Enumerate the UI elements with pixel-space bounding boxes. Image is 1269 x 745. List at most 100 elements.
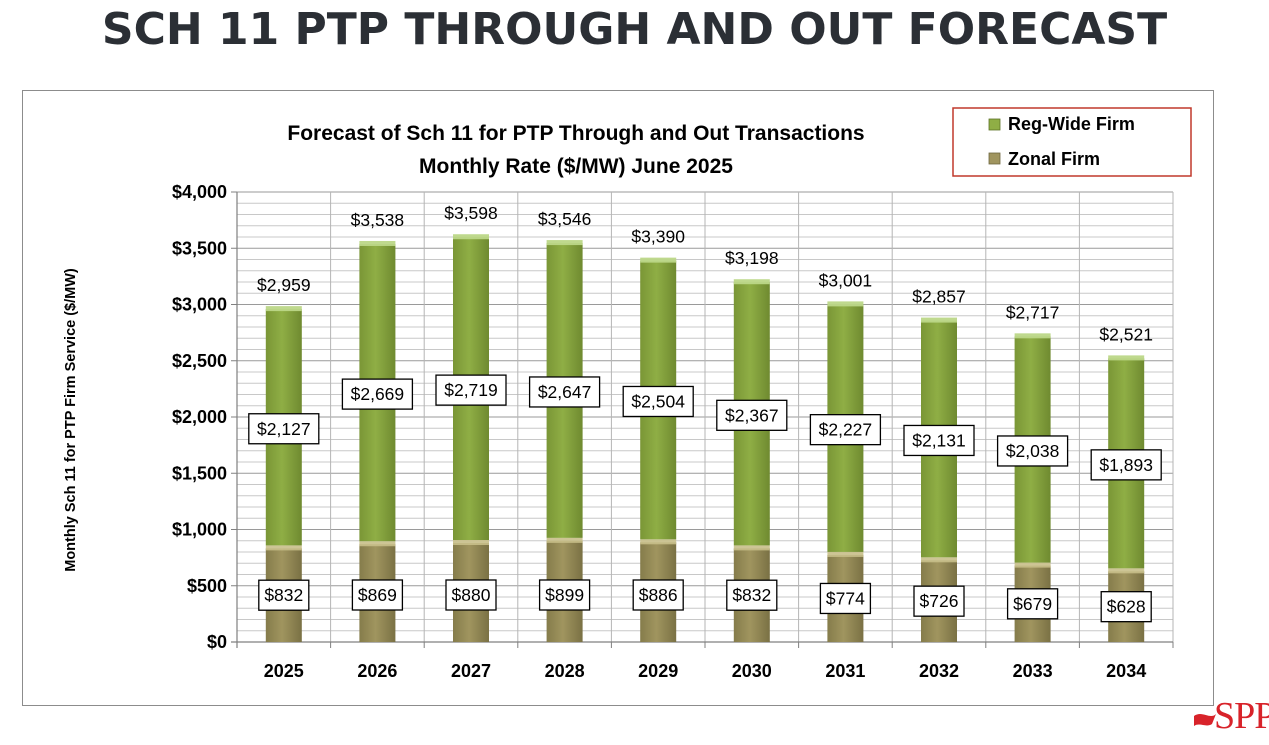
bar-reg-wide-cap — [640, 257, 677, 263]
reg-wide-label-box — [341, 378, 414, 410]
reg-wide-label-box — [1090, 449, 1162, 481]
zonal-label-box — [913, 585, 965, 617]
y-tick-label: $4,000 — [172, 182, 227, 202]
reg-wide-label-box — [248, 413, 320, 445]
reg-wide-label-box — [622, 385, 694, 418]
x-tick-label: 2026 — [357, 661, 397, 681]
y-tick-label: $500 — [187, 576, 227, 596]
bar-zonal-cap — [359, 541, 396, 547]
legend-label-zonal: Zonal Firm — [1008, 149, 1100, 169]
y-tick-label: $3,500 — [172, 238, 227, 258]
zonal-label: $679 — [1013, 594, 1052, 614]
legend: Reg-Wide Firm Zonal Firm — [952, 107, 1192, 177]
bar-zonal-cap — [827, 551, 864, 557]
zonal-label: $628 — [1107, 597, 1146, 617]
legend-swatch-zonal — [988, 152, 1001, 165]
slide-title: SCH 11 PTP THROUGH AND OUT FORECAST — [101, 4, 1168, 55]
total-label: $3,598 — [444, 203, 498, 223]
x-tick-label: 2028 — [545, 661, 585, 681]
chart-subtitle: Monthly Rate ($/MW) June 2025 — [419, 155, 733, 178]
y-tick-label: $1,000 — [172, 520, 227, 540]
chart-title: Forecast of Sch 11 for PTP Through and O… — [287, 122, 864, 145]
bar-zonal-cap — [453, 540, 489, 545]
zonal-label: $832 — [732, 585, 771, 605]
total-label: $2,857 — [912, 287, 966, 307]
x-tick-label: 2027 — [451, 661, 491, 681]
bar-reg-wide-cap — [453, 234, 489, 240]
bar-reg-wide-cap — [1014, 333, 1051, 339]
zonal-label: $886 — [639, 585, 678, 605]
zonal-label-box — [538, 579, 591, 611]
zonal-label: $899 — [545, 585, 584, 605]
zonal-label-box — [1100, 591, 1152, 623]
reg-wide-label: $2,227 — [819, 420, 873, 440]
total-label: $3,546 — [538, 209, 592, 229]
bar-zonal-cap — [1108, 568, 1145, 574]
x-tick-label: 2033 — [1013, 661, 1053, 681]
bar-reg-wide-cap — [1108, 355, 1145, 361]
zonal-label: $832 — [264, 585, 303, 605]
y-tick-label: $1,500 — [172, 463, 227, 483]
reg-wide-label-box — [903, 424, 975, 457]
zonal-label-box — [445, 579, 497, 611]
zonal-label: $880 — [452, 585, 491, 605]
zonal-label: $726 — [920, 591, 959, 611]
spp-logo-icon — [1194, 714, 1216, 726]
y-axis-label: Monthly Sch 11 for PTP Firm Service ($/M… — [63, 268, 79, 572]
total-label: $2,717 — [1006, 302, 1060, 322]
bar-zonal-cap — [733, 545, 770, 551]
x-tick-label: 2034 — [1106, 661, 1146, 681]
bar-zonal-cap — [921, 557, 957, 563]
x-tick-label: 2032 — [919, 661, 959, 681]
bar-reg-wide-cap — [733, 279, 770, 285]
zonal-label-box — [819, 582, 872, 615]
total-label: $3,390 — [631, 227, 685, 247]
zonal-label-box — [1006, 588, 1059, 620]
stacked-bar-chart: $0 $500 $1,000 $1,500 $2,000 $2,500 $3,000 $3,5… — [63, 107, 1192, 681]
data-labels: $2,959 $2,127 $832 $3,538 $2,669 $869 $3,598 $2… — [248, 203, 1162, 623]
x-tick-label: 2030 — [732, 661, 772, 681]
total-label: $2,521 — [1099, 324, 1153, 344]
reg-wide-label: $2,647 — [538, 382, 592, 402]
bar-zonal-cap — [546, 537, 583, 543]
reg-wide-label: $2,719 — [444, 380, 498, 400]
bar-zonal-cap — [640, 539, 677, 545]
reg-wide-label-box — [996, 435, 1069, 467]
bar-reg-wide-cap — [827, 301, 864, 307]
y-tick-label: $0 — [207, 632, 227, 652]
total-label: $2,959 — [257, 275, 311, 295]
logo-text: SPP — [1214, 695, 1269, 737]
bar-zonal-cap — [265, 545, 302, 551]
reg-wide-label-box — [435, 374, 507, 406]
x-tick-label: 2031 — [825, 661, 865, 681]
chart-frame: $0 $500 $1,000 $1,500 $2,000 $2,500 $3,000 $3,5… — [22, 90, 1214, 706]
y-tick-label: $2,500 — [172, 351, 227, 371]
bar-zonal-cap — [1014, 562, 1051, 568]
reg-wide-label: $2,669 — [351, 384, 405, 404]
reg-wide-label-box — [528, 376, 601, 408]
reg-wide-label-box — [809, 414, 882, 446]
reg-wide-label: $2,127 — [257, 419, 311, 439]
legend-swatch-reg-wide — [988, 118, 1001, 131]
y-tick-label: $3,000 — [172, 295, 227, 315]
total-label: $3,198 — [725, 248, 779, 268]
bar-reg-wide-cap — [359, 240, 396, 246]
zonal-label-box — [726, 579, 778, 611]
total-label: $3,001 — [819, 270, 873, 290]
x-tick-label: 2029 — [638, 661, 678, 681]
x-tick-label: 2025 — [264, 661, 304, 681]
bar-reg-wide-cap — [921, 317, 957, 323]
y-tick-label: $2,000 — [172, 407, 227, 427]
zonal-label-box — [351, 579, 404, 611]
reg-wide-label: $2,504 — [631, 391, 685, 411]
reg-wide-label: $1,893 — [1099, 455, 1153, 475]
zonal-label: $774 — [826, 588, 865, 608]
reg-wide-label: $2,131 — [912, 430, 966, 450]
reg-wide-label: $2,367 — [725, 405, 779, 425]
bar-reg-wide-cap — [546, 240, 583, 246]
total-label: $3,538 — [351, 210, 405, 230]
zonal-label: $869 — [358, 585, 397, 605]
zonal-label-box — [258, 579, 310, 611]
reg-wide-label-box — [716, 399, 788, 431]
zonal-label-box — [632, 579, 684, 611]
